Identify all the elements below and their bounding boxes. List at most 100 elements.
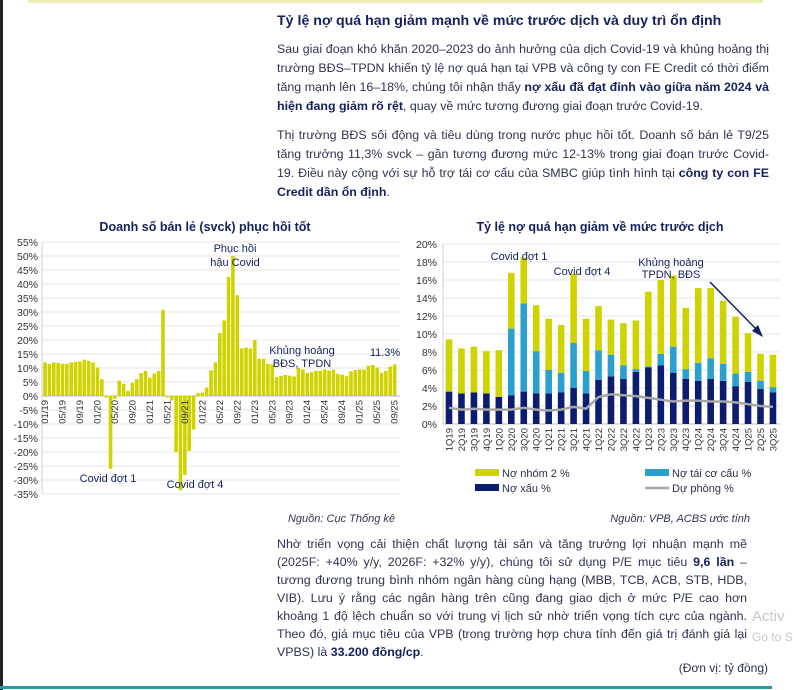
bar (56, 362, 60, 396)
y-tick-label: -10% (13, 419, 38, 431)
bar-segment (620, 365, 627, 379)
bar-segment (520, 303, 528, 392)
y-tick-label: 20% (416, 239, 437, 251)
text: . (420, 645, 424, 659)
bar-segment (657, 353, 665, 366)
bar (204, 387, 209, 396)
annotation-crisis: Khủng hoảng (269, 345, 334, 357)
x-tick-label: 05/22 (215, 400, 226, 424)
bar-segment (532, 351, 540, 394)
bold-text: nợ xấu đã đạt đỉnh vào giữa năm 2024 và … (277, 80, 769, 113)
bar-segment (769, 392, 777, 424)
bar (252, 340, 257, 396)
bar (344, 376, 349, 396)
bar-segment (657, 365, 665, 424)
bold-text: 9,6 lần (693, 555, 735, 569)
x-tick-label: 3Q19 (469, 428, 480, 451)
y-tick-label: -35% (13, 489, 38, 501)
bar (213, 362, 218, 396)
legend-label-npl: Nợ xấu % (502, 483, 551, 495)
bar-segment (732, 373, 739, 387)
x-tick-label: 09/19 (75, 400, 86, 424)
x-tick-label: 01/24 (302, 400, 313, 424)
source-left: Nguồn: Cục Thống kê (287, 513, 395, 525)
bar (274, 377, 279, 396)
bar (191, 396, 196, 430)
section-heading: Tỷ lệ nợ quá hạn giảm mạnh về mức trước … (277, 13, 722, 29)
bar (349, 371, 353, 396)
activation-watermark: Activ (752, 608, 785, 625)
bar (117, 380, 122, 396)
bar (261, 358, 266, 396)
annotation-recovery-line2: hậu Covid (210, 257, 260, 269)
y-tick-label: 0% (23, 391, 38, 403)
x-tick-label: 2Q25 (756, 428, 767, 451)
bar (165, 396, 170, 398)
x-tick-label: 05/23 (267, 400, 278, 424)
bar-segment (483, 351, 490, 394)
bar-segment (557, 372, 565, 393)
x-tick-label: 1Q22 (594, 428, 605, 451)
valuation-block: Nhờ triển vọng cải thiện chất lượng tài … (277, 535, 768, 676)
bar (174, 396, 178, 452)
bar (161, 309, 165, 396)
bar-segment (657, 280, 665, 354)
bar-segment (607, 376, 615, 424)
bar-segment (744, 381, 752, 424)
y-tick-label: 10% (17, 363, 38, 375)
bar (139, 373, 143, 396)
bar-segment (707, 358, 714, 379)
bar (384, 370, 388, 396)
y-tick-label: 30% (17, 307, 38, 319)
bar (183, 396, 187, 475)
unit-note: (Đơn vị: tỷ đồng) (678, 661, 768, 675)
bar (375, 367, 379, 396)
text: Sau giai đoạn khó khăn 2020–2023 do ảnh … (277, 42, 769, 94)
bar (340, 374, 344, 396)
x-tick-label: 05/25 (372, 400, 383, 424)
bar (126, 390, 130, 396)
y-tick-label: 15% (17, 349, 38, 361)
bar-segment (557, 392, 565, 424)
bar (121, 383, 126, 396)
y-tick-label: 18% (416, 257, 437, 269)
x-tick-label: 05/19 (57, 400, 68, 424)
provision-line (448, 393, 774, 412)
x-tick-label: 4Q22 (631, 428, 642, 451)
bar-segment (682, 369, 690, 379)
bar-segment (532, 305, 540, 352)
bottom-divider (0, 686, 772, 689)
x-tick-label: 4Q24 (731, 428, 742, 451)
bar-segment (694, 362, 702, 381)
bar (235, 295, 240, 396)
bar (279, 375, 283, 396)
bar (327, 370, 331, 396)
bar-segment (620, 379, 627, 424)
x-tick-label: 3Q22 (619, 428, 630, 451)
bar (287, 375, 292, 396)
x-tick-label: 05/24 (320, 400, 331, 424)
bar (200, 392, 205, 396)
paragraph-retail: Thị trường BĐS sôi động và tiêu dùng tro… (277, 126, 769, 202)
bar (47, 363, 52, 396)
bar-segment (719, 300, 727, 364)
bar-segment (632, 371, 640, 424)
legend-swatch-restructured (645, 469, 669, 476)
bar (91, 362, 95, 396)
bar-segment (595, 306, 602, 351)
x-tick-label: 2Q21 (557, 428, 568, 451)
bar-segment (607, 354, 615, 377)
bar (392, 364, 397, 396)
x-tick-label: 01/22 (197, 400, 208, 424)
source-right: Nguồn: VPB, ACBS ước tính (610, 513, 750, 525)
annotation-crisis: Khủng hoảng (638, 257, 703, 269)
bar (51, 362, 56, 396)
x-tick-label: 3Q20 (519, 428, 530, 451)
legend-swatch-npl (475, 484, 499, 491)
x-tick-label: 1Q19 (445, 428, 456, 451)
bar-segment (645, 367, 652, 424)
annotation-recovery: Phục hồi (214, 243, 257, 255)
bar-segment (445, 339, 453, 392)
bar (86, 361, 91, 396)
y-tick-label: 0% (422, 419, 437, 431)
